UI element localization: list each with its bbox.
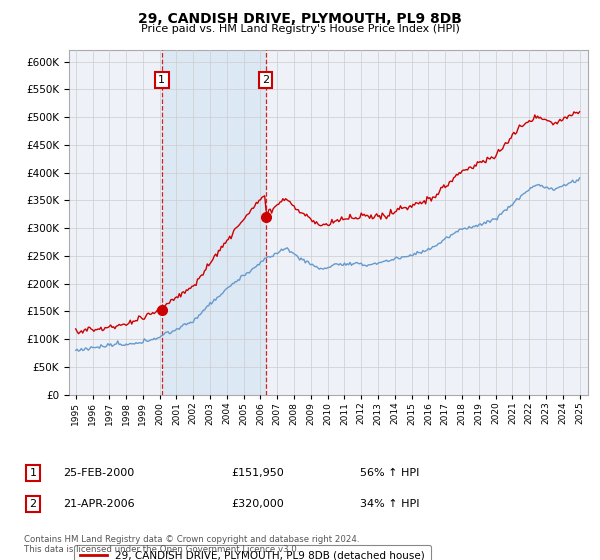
Text: 56% ↑ HPI: 56% ↑ HPI (360, 468, 419, 478)
Text: £320,000: £320,000 (231, 499, 284, 509)
Text: Price paid vs. HM Land Registry's House Price Index (HPI): Price paid vs. HM Land Registry's House … (140, 24, 460, 34)
Text: 34% ↑ HPI: 34% ↑ HPI (360, 499, 419, 509)
Bar (162, 50, 266, 395)
Text: Contains HM Land Registry data © Crown copyright and database right 2024.
This d: Contains HM Land Registry data © Crown c… (24, 535, 359, 554)
Text: 21-APR-2006: 21-APR-2006 (63, 499, 134, 509)
Text: 29, CANDISH DRIVE, PLYMOUTH, PL9 8DB: 29, CANDISH DRIVE, PLYMOUTH, PL9 8DB (138, 12, 462, 26)
Text: 2: 2 (262, 75, 269, 85)
Text: £151,950: £151,950 (231, 468, 284, 478)
Text: 1: 1 (158, 75, 165, 85)
Text: 25-FEB-2000: 25-FEB-2000 (63, 468, 134, 478)
Text: 1: 1 (29, 468, 37, 478)
Legend: 29, CANDISH DRIVE, PLYMOUTH, PL9 8DB (detached house), HPI: Average price, detac: 29, CANDISH DRIVE, PLYMOUTH, PL9 8DB (de… (74, 545, 431, 560)
Text: 2: 2 (29, 499, 37, 509)
